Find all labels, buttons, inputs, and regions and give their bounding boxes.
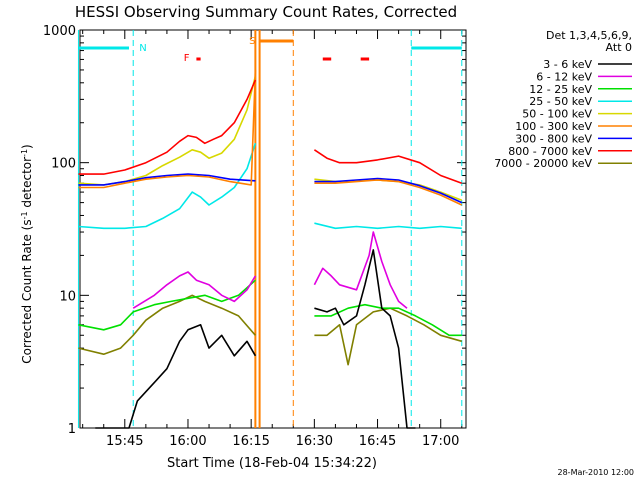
legend-header-detectors: Det 1,3,4,5,6,9, — [546, 29, 632, 42]
series-layer — [78, 69, 463, 429]
x-tick-label: 16:30 — [296, 434, 333, 449]
y-axis-label-sup2: -1 — [20, 149, 29, 157]
legend-header-attenuator: Att 0 — [606, 41, 632, 54]
series-line — [78, 294, 257, 356]
series-line — [314, 177, 463, 204]
x-tick-label: 16:00 — [169, 434, 206, 449]
legend-entry-label: 300 - 800 keV — [515, 132, 592, 145]
series-line — [132, 271, 257, 309]
y-axis-label: Corrected Count Rate (s-1 detector-1) — [20, 144, 35, 363]
legend-entry-label: 100 - 300 keV — [515, 120, 592, 133]
y-axis-label-sup1: -1 — [20, 211, 29, 219]
legend-entry-label: 12 - 25 keV — [529, 83, 592, 96]
x-tick-label: 15:45 — [106, 434, 143, 449]
axes: 1 10 100 1000 15:45 16:00 16:15 16:30 16:45 17:00 — [43, 24, 467, 449]
series-line — [95, 323, 257, 429]
flag-layer: N F S — [139, 36, 255, 64]
legend-entry-label: 50 - 100 keV — [522, 108, 592, 121]
series-line — [314, 307, 463, 366]
flag-label: F — [184, 53, 190, 64]
y-axis-label-end: ) — [20, 144, 34, 149]
chart-title: HESSI Observing Summary Count Rates, Cor… — [75, 3, 457, 21]
x-axis-label: Start Time (18-Feb-04 15:34:22) — [167, 456, 377, 471]
series-line — [78, 143, 257, 230]
x-tick-label: 17:00 — [422, 434, 459, 449]
series-line — [313, 231, 408, 309]
y-tick-label: 100 — [51, 157, 76, 172]
time-markers — [77, 30, 463, 428]
y-tick-label: 1 — [68, 422, 76, 437]
y-axis-label-mid: detector — [20, 157, 34, 212]
legend-entry-label: 25 - 50 keV — [529, 95, 592, 108]
series-line — [78, 79, 257, 175]
x-tick-label: 16:15 — [232, 434, 269, 449]
series-line — [314, 249, 416, 429]
series-line — [313, 149, 463, 184]
legend-entry-label: 6 - 12 keV — [536, 70, 592, 83]
legend-entry-label: 3 - 6 keV — [543, 58, 592, 71]
date-stamp: 28-Mar-2010 12:00 — [558, 468, 635, 477]
series-line — [78, 75, 257, 186]
series-line — [314, 303, 462, 337]
series-line — [78, 173, 256, 186]
series-line — [78, 279, 256, 331]
y-tick-label: 1000 — [43, 24, 76, 39]
y-tick-label: 10 — [59, 289, 76, 304]
series-line — [314, 179, 463, 206]
x-tick-label: 16:45 — [359, 434, 396, 449]
plot-frame — [79, 29, 467, 429]
legend-entry-label: 800 - 7000 keV — [508, 145, 592, 158]
flag-label: S — [249, 36, 255, 47]
series-line — [78, 69, 257, 189]
y-axis-label-text: Corrected Count Rate (s — [20, 219, 34, 363]
legend-entry-label: 7000 - 20000 keV — [494, 157, 592, 170]
flag-label: N — [139, 43, 146, 54]
series-line — [314, 222, 462, 230]
